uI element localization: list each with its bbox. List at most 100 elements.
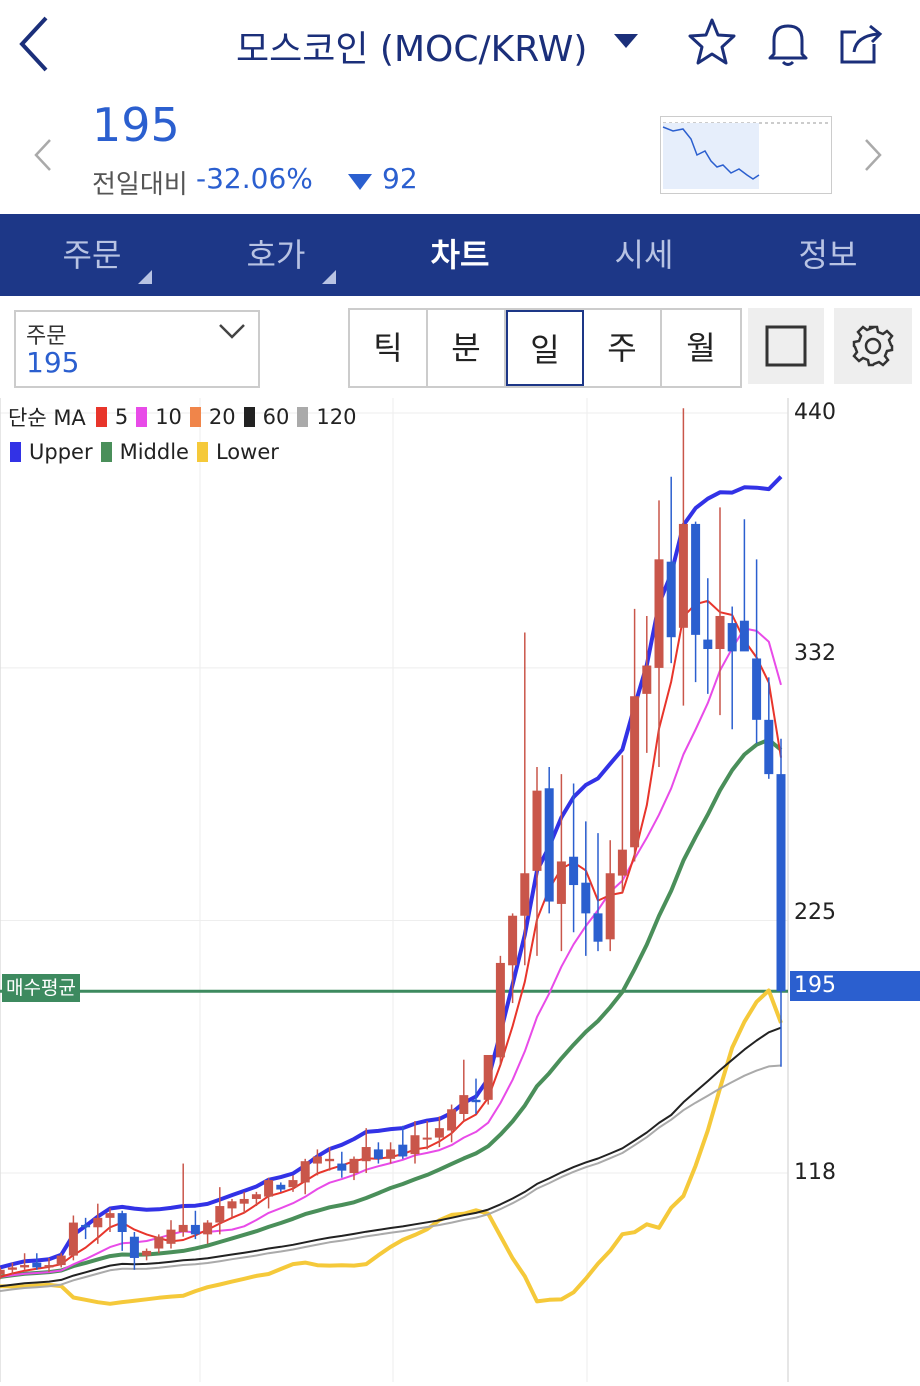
candle-body [227, 1201, 237, 1209]
candle-body [605, 873, 615, 940]
ma120-legend: 120 [295, 405, 356, 429]
price-chart[interactable]: 단순 MA 5 10 20 60 120 Upper Middle Lower … [0, 398, 920, 1382]
corner-triangle-icon [138, 270, 152, 284]
candlestick-chart[interactable] [0, 398, 920, 1382]
candle-body [532, 790, 542, 871]
y-tick-label: 225 [794, 900, 836, 925]
bell-icon[interactable] [760, 14, 816, 70]
chevron-down-icon [219, 324, 245, 339]
dropdown-caret-icon[interactable] [614, 34, 638, 50]
candle-body [7, 1267, 17, 1270]
candle-body [239, 1198, 249, 1204]
ma5-line [0, 599, 782, 1278]
fullscreen-button[interactable] [748, 308, 824, 384]
middle-band-line [0, 737, 783, 1279]
quote-section: 195 전일대비 -32.06% 92 [0, 92, 920, 214]
ma60-legend: 60 [242, 405, 289, 429]
candle-body [776, 774, 786, 992]
back-icon[interactable] [14, 12, 58, 76]
gear-icon [852, 325, 894, 367]
candle-body [203, 1222, 213, 1235]
candle-body [325, 1158, 335, 1162]
tab-order[interactable]: 주문 [0, 214, 184, 296]
y-tick-label: 440 [794, 400, 836, 425]
candle-body [190, 1224, 200, 1235]
period-day[interactable]: 일 [506, 310, 584, 386]
page-title[interactable]: 모스코인 (MOC/KRW) [236, 29, 588, 70]
candle-body [471, 1099, 481, 1103]
candle-body [520, 873, 530, 916]
avg-buy-tag: 매수평균 [2, 974, 80, 1002]
candle-body [581, 882, 591, 914]
candle-body [495, 962, 505, 1058]
corner-triangle-icon [322, 270, 336, 284]
candle-body [569, 856, 579, 886]
candle-body [727, 623, 737, 652]
candle-body [642, 665, 652, 694]
share-icon[interactable] [834, 14, 890, 70]
candle-body [68, 1222, 78, 1256]
down-triangle-icon [348, 174, 372, 190]
candle-body [544, 788, 554, 902]
period-month[interactable]: 월 [686, 329, 716, 367]
candle-body [715, 615, 725, 650]
candle-body [386, 1149, 396, 1159]
candle-body [739, 620, 749, 652]
candle-body [32, 1262, 42, 1268]
candle-body [678, 523, 688, 628]
change-amount: 92 [382, 162, 418, 195]
chevron-right-icon[interactable] [862, 138, 884, 172]
order-value: 195 [26, 346, 80, 379]
candle-body [117, 1213, 127, 1233]
candle-body [691, 523, 701, 635]
period-minute[interactable]: 분 [428, 310, 506, 386]
candle-body [447, 1109, 457, 1131]
candle-body [251, 1194, 261, 1199]
candle-body [459, 1095, 469, 1114]
candle-body [288, 1180, 298, 1188]
candle-body [93, 1217, 103, 1228]
period-tick[interactable]: 틱 [350, 310, 428, 386]
main-tabs: 주문 호가 차트 시세 정보 [0, 214, 920, 296]
change-label: 전일대비 [92, 170, 188, 200]
candle-body [300, 1161, 310, 1183]
middle-band-legend: Middle [99, 440, 189, 464]
chart-toolbar: 주문 195 틱 분 일 주 월 [0, 296, 920, 400]
candle-body [129, 1236, 139, 1258]
candle-body [654, 559, 664, 668]
candle-body [154, 1236, 164, 1249]
square-icon [765, 325, 807, 367]
period-week[interactable]: 주 [584, 310, 662, 386]
period-selector: 틱 분 일 주 월 [348, 308, 742, 388]
tab-market[interactable]: 시세 [614, 236, 674, 274]
candle-body [361, 1147, 371, 1162]
ma10-line [0, 627, 782, 1278]
settings-button[interactable] [834, 308, 912, 384]
ma20-legend: 20 [188, 405, 236, 429]
candle-body [0, 1269, 5, 1275]
ma120-line [0, 1064, 782, 1293]
bollinger-legend: Upper Middle Lower [8, 440, 285, 464]
candle-body [752, 658, 762, 720]
candle-body [312, 1156, 322, 1164]
tab-orderbook[interactable]: 호가 [184, 214, 368, 296]
candle-body [178, 1224, 188, 1233]
chevron-left-icon[interactable] [32, 138, 54, 172]
candle-body [276, 1184, 286, 1190]
mini-chart[interactable] [660, 116, 832, 194]
candle-body [508, 915, 518, 966]
candle-body [764, 719, 774, 775]
ma-legend-title: 단순 MA [8, 406, 86, 430]
star-icon[interactable] [684, 14, 740, 70]
candle-body [630, 696, 640, 848]
order-price-select[interactable]: 주문 195 [14, 310, 260, 388]
candle-body [666, 561, 676, 638]
candle-body [166, 1229, 176, 1244]
tab-info[interactable]: 정보 [798, 236, 858, 274]
ma5-legend: 5 [94, 405, 128, 429]
candle-body [56, 1255, 66, 1266]
ma10-legend: 10 [134, 405, 182, 429]
tab-chart[interactable]: 차트 [430, 236, 490, 274]
candle-body [398, 1144, 408, 1157]
ma60-line [0, 1026, 782, 1288]
